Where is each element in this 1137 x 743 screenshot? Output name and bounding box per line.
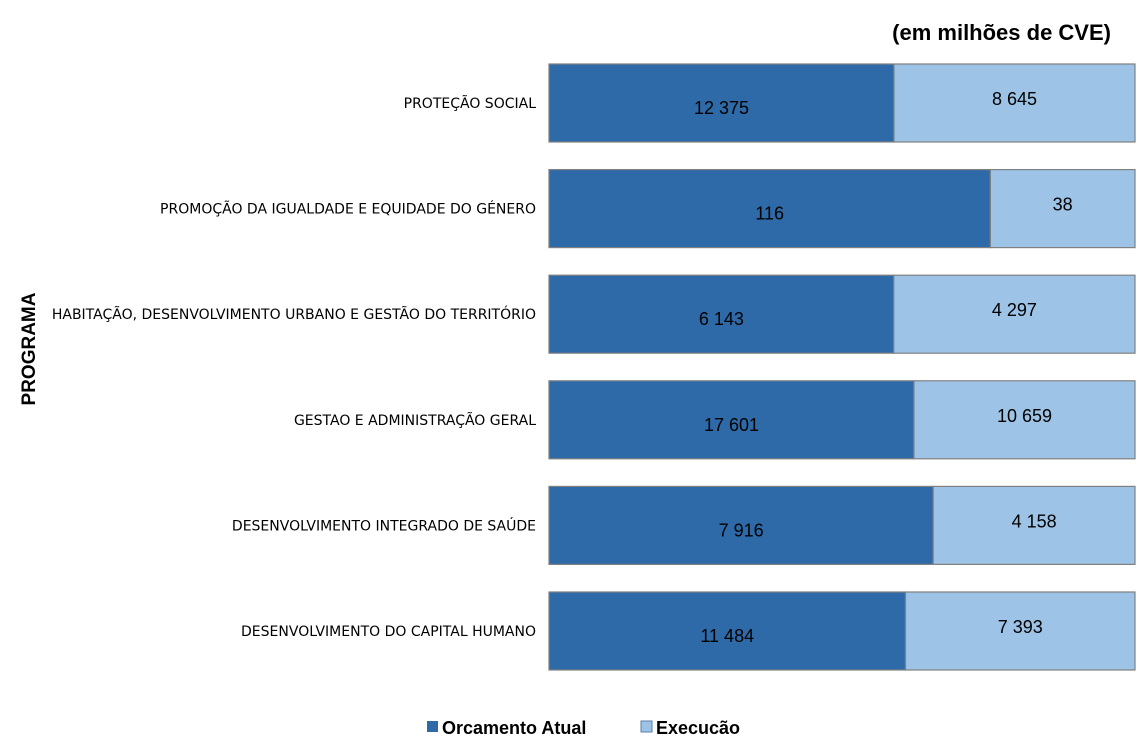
data-label: 7 393 <box>998 617 1043 637</box>
legend-label: Orcamento Atual <box>442 718 586 738</box>
bar-segment-orcamento-atual <box>548 63 895 143</box>
data-label: 6 143 <box>699 309 744 329</box>
chart-subtitle: (em milhões de CVE) <box>892 20 1111 45</box>
bar-segment-execucao <box>904 591 1136 671</box>
category-label: PROTEÇÃO SOCIAL <box>404 95 537 112</box>
data-label: 4 297 <box>992 300 1037 320</box>
category-label: HABITAÇÃO, DESENVOLVIMENTO URBANO E GEST… <box>52 305 536 323</box>
legend-swatch <box>427 721 438 732</box>
category-label: DESENVOLVIMENTO INTEGRADO DE SAÚDE <box>232 516 536 534</box>
bar-segment-execucao <box>893 63 1136 143</box>
legend: Orcamento Atual Execucão <box>427 718 740 738</box>
legend-label: Execucão <box>656 718 740 738</box>
bar-segment-orcamento-atual <box>548 274 895 354</box>
bar-segment-orcamento-atual <box>548 485 934 565</box>
data-label: 4 158 <box>1012 511 1057 531</box>
category-label: PROMOÇÃO DA IGUALDADE E EQUIDADE DO GÉNE… <box>160 201 536 218</box>
data-label: 116 <box>755 204 784 224</box>
data-label: 17 601 <box>704 415 759 435</box>
data-label: 11 484 <box>700 626 754 646</box>
bar-segment-orcamento-atual <box>548 169 992 249</box>
bar-segment-execucao <box>932 485 1136 565</box>
data-label: 8 645 <box>992 89 1037 109</box>
y-axis-title: PROGRAMA <box>19 292 40 405</box>
data-label: 10 659 <box>997 406 1052 426</box>
bar-segment-execucao <box>989 169 1136 249</box>
legend-swatch <box>640 720 653 733</box>
data-label: 12 375 <box>694 98 749 118</box>
bar-segment-execucao <box>893 274 1136 354</box>
category-label: DESENVOLVIMENTO DO CAPITAL HUMANO <box>241 624 536 640</box>
category-label: GESTAO E ADMINISTRAÇÃO GERAL <box>294 412 536 429</box>
bar-segment-orcamento-atual <box>548 380 915 460</box>
data-label: 38 <box>1053 195 1073 215</box>
bars-layer: PROTEÇÃO SOCIAL 12 375 8 645 PROMOÇÃO DA IG… <box>52 63 1136 671</box>
bar-segment-execucao <box>913 380 1136 460</box>
data-label: 7 916 <box>719 520 764 540</box>
